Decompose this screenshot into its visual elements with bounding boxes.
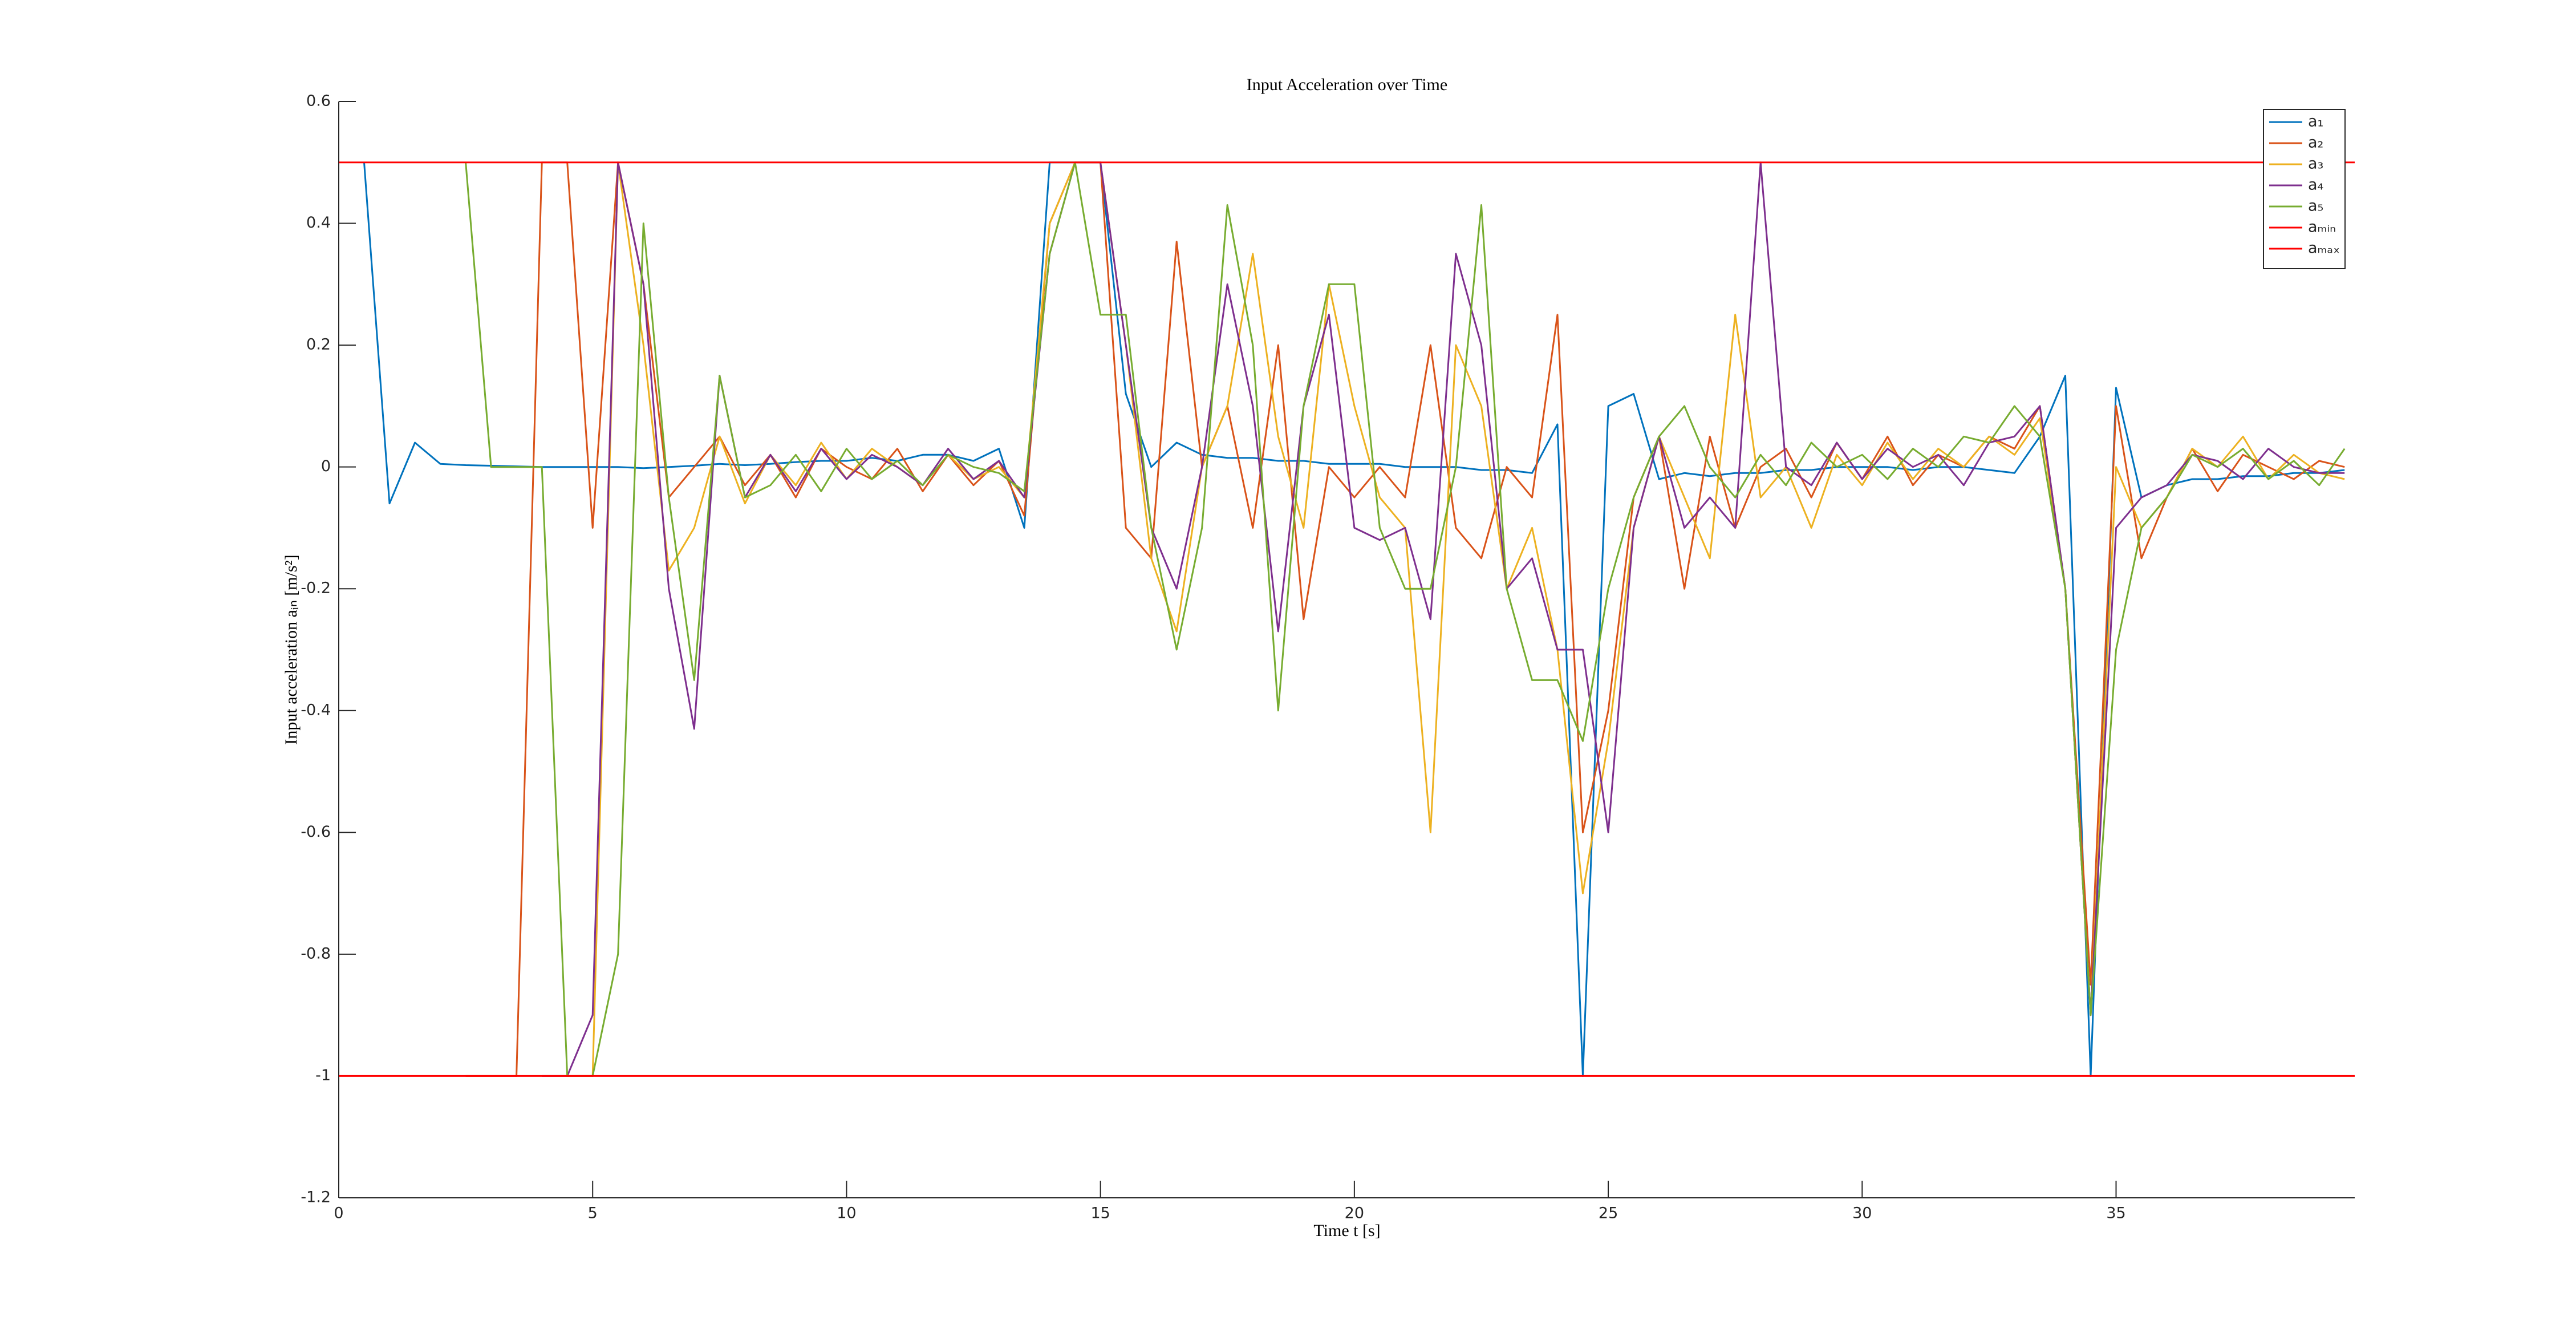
series-line xyxy=(465,161,2345,1077)
x-tick-label: 35 xyxy=(2106,1205,2125,1222)
legend-label: aₘₐₓ xyxy=(2308,240,2340,257)
y-tick-label: -0.6 xyxy=(301,823,331,841)
y-tick-label: -1 xyxy=(315,1067,331,1084)
legend-label: a₃ xyxy=(2308,155,2323,173)
x-axis-label: Time t [s] xyxy=(1313,1221,1380,1240)
chart-title: Input Acceleration over Time xyxy=(1247,75,1447,94)
y-tick-label: -1.2 xyxy=(301,1189,331,1206)
y-tick-label: 0.2 xyxy=(306,336,331,354)
y-tick-label: -0.2 xyxy=(301,580,331,597)
y-tick-label: 0 xyxy=(321,457,331,475)
x-tick-label: 0 xyxy=(334,1205,343,1222)
series-line xyxy=(567,161,2345,1077)
series-line xyxy=(542,161,2345,1077)
y-axis-label: Input acceleration aᵢₙ [m/s²] xyxy=(282,554,301,744)
x-tick-label: 5 xyxy=(588,1205,598,1222)
legend-box xyxy=(2263,109,2346,269)
y-tick-label: 0.6 xyxy=(306,92,331,110)
x-tick-label: 25 xyxy=(1599,1205,1618,1222)
legend-label: a₅ xyxy=(2308,197,2323,215)
x-tick-label: 30 xyxy=(1852,1205,1872,1222)
y-tick-label: -0.4 xyxy=(301,701,331,719)
legend-label: a₄ xyxy=(2308,176,2323,194)
plot-area: 0 5 10 15 20 25 30 35 -1.2 -1 -0.8 -0.6 -0.4 -0.2 0 0.2… xyxy=(301,92,2355,1222)
x-tick-label: 15 xyxy=(1090,1205,1110,1222)
x-tick-label: 20 xyxy=(1345,1205,1364,1222)
legend-label: a₁ xyxy=(2308,113,2323,131)
x-tick-label: 10 xyxy=(837,1205,856,1222)
legend-label: a₂ xyxy=(2308,134,2323,152)
legend: a₁ a₂ a₃ a₄ a₅ aₘᵢₙ aₘₐₓ xyxy=(2263,109,2346,269)
legend-label: aₘᵢₙ xyxy=(2308,218,2336,236)
y-tick-label: -0.8 xyxy=(301,945,331,962)
series-line xyxy=(465,161,2346,1077)
y-tick-label: 0.4 xyxy=(306,214,331,232)
